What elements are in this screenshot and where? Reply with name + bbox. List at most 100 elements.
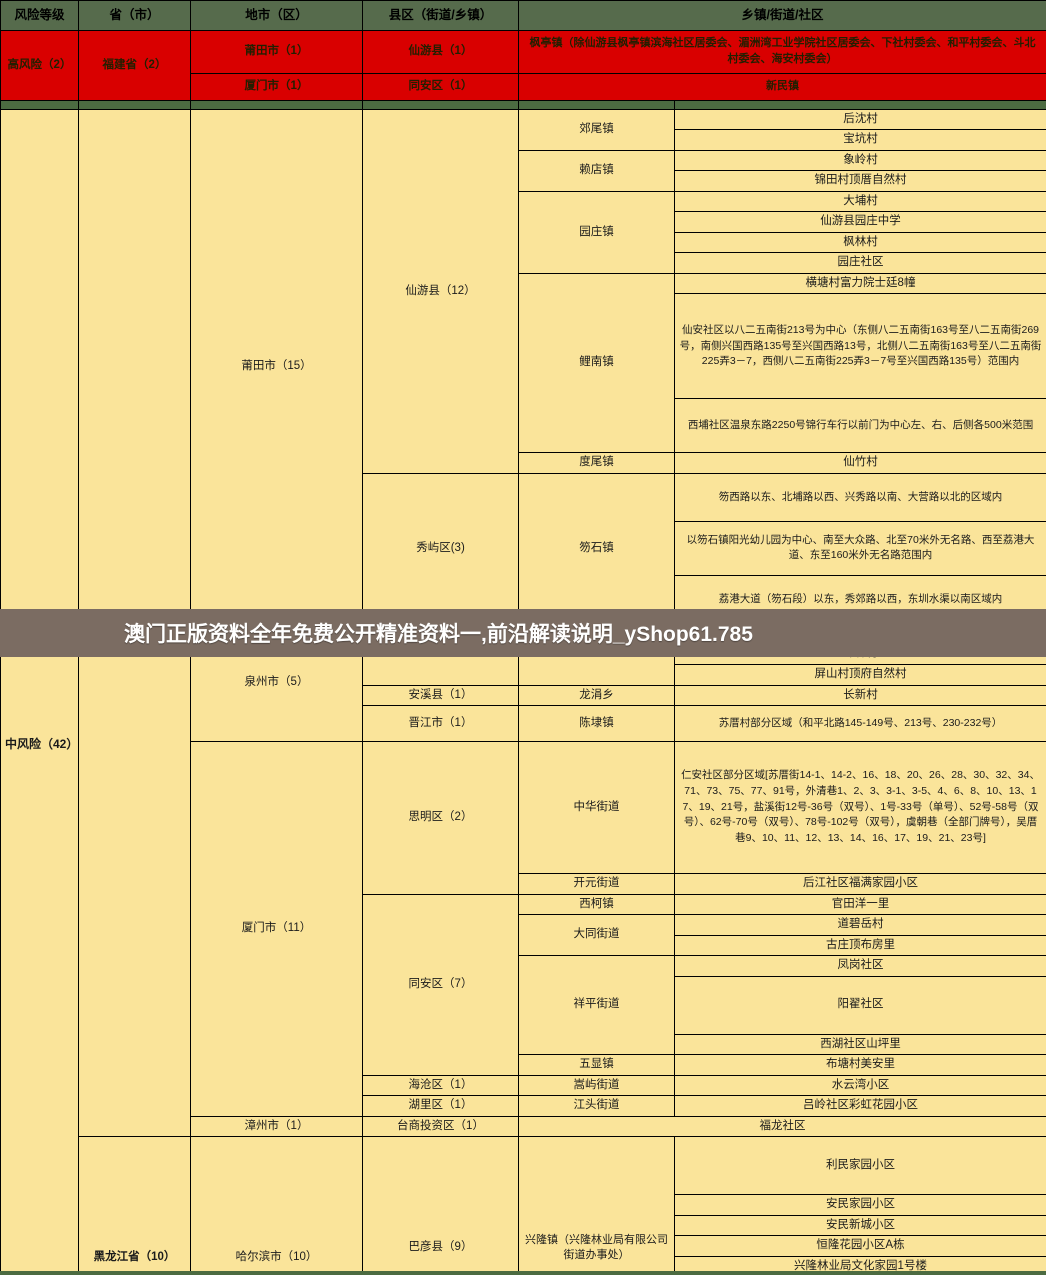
page-bottom-strip: [0, 1271, 1046, 1275]
area-cell: 兴隆林业局文化家园1号楼: [673, 1255, 1046, 1275]
table-row: 厦门市（11） 思明区（2） 中华街道 仁安社区部分区域[苏厝街14-1、14-…: [1, 741, 1046, 1117]
table-row: 祥平街道 凤岗社区: [1, 955, 1046, 1056]
table-row: 漳州市（1） 台商投资区（1） 福龙社区: [1, 1115, 1046, 1138]
area-cell: 官田洋一里: [673, 893, 1046, 916]
area-cell: 枫林村: [673, 231, 1046, 254]
area-cell: 恒隆花园小区A栋: [673, 1235, 1046, 1257]
table-row: 五显镇 布塘村美安里: [1, 1054, 1046, 1076]
city-cell-harbin: 哈尔滨市（10）: [190, 1136, 363, 1275]
town-cell: 郊尾镇: [518, 108, 675, 151]
city-cell-xiamen: 厦门市（11）: [190, 741, 363, 1117]
town-cell: 度尾镇: [518, 452, 675, 474]
area-cell: 仁安社区部分区域[苏厝街14-1、14-2、16、18、20、26、28、30、…: [673, 741, 1046, 875]
county-cell-siming: 思明区（2）: [362, 741, 519, 895]
area-cell: 仙游县园庄中学: [673, 211, 1046, 233]
high-risk-county-cell: 仙游县（1）: [362, 30, 519, 74]
city-cell-putian: 莆田市（15）: [190, 108, 363, 624]
area-cell: 宝坑村: [673, 129, 1046, 151]
town-cell: 园庄镇: [518, 190, 675, 274]
table-row: 屏山村顶府自然村: [1, 664, 1046, 686]
table-row: 中风险（42） 福建省（32） 莆田市（15） 仙游县（12） 郊尾镇 后沈村: [0, 108, 1046, 1275]
town-cell: 五显镇: [518, 1054, 675, 1076]
county-cell-xianyou: 仙游县（12）: [362, 108, 519, 474]
table-row: 安民新城小区: [1, 1214, 1046, 1237]
table-row: 仙安社区以八二五南街213号为中心（东侧八二五南街163号至八二五南街269号，…: [1, 293, 1046, 400]
table-row: 园庄社区: [1, 252, 1046, 274]
table-row: 安民家园小区: [1, 1194, 1046, 1216]
table-row: 以笏石镇阳光幼儿园为中心、南至大众路、北至70米外无名路、西至荔港大道、东至16…: [1, 520, 1046, 576]
table-row: 锦田村顶厝自然村: [1, 170, 1046, 192]
area-cell: 屏山村顶府自然村: [673, 664, 1046, 686]
area-cell: 吕岭社区彩虹花园小区: [673, 1095, 1046, 1117]
table-row: 厦门市（1） 同安区（1） 新民镇: [1, 72, 1046, 101]
area-cell: 阳翟社区: [673, 975, 1046, 1035]
area-cell: 仙竹村: [673, 452, 1046, 474]
area-cell: 利民家园小区: [673, 1136, 1046, 1196]
town-cell: 鲤南镇: [518, 272, 675, 454]
table-row: 黑龙江省（10） 哈尔滨市（10） 巴彦县（9） 兴隆镇（兴隆林业局有限公司街道…: [1, 1136, 1046, 1275]
county-cell-xiuyu: 秀屿区(3): [362, 472, 519, 624]
high-risk-city-cell: 厦门市（1）: [190, 72, 363, 101]
watermark-text: 澳门正版资料全年免费公开精准资料一,前沿解读说明_yShop61.785: [124, 623, 753, 646]
watermark-overlay-banner: 澳门正版资料全年免费公开精准资料一,前沿解读说明_yShop61.785: [0, 609, 1046, 657]
header-township: 乡镇/街道/社区: [517, 0, 1046, 31]
table-row: 度尾镇 仙竹村: [1, 452, 1046, 474]
area-cell: 象岭村: [673, 149, 1046, 172]
header-province: 省（市）: [78, 0, 191, 31]
table-row: 安溪县（1） 龙涓乡 长新村: [1, 684, 1046, 707]
county-cell-tongan: 同安区（7）: [362, 893, 519, 1076]
area-cell: 后沈村: [673, 108, 1046, 131]
area-cell: 凤岗社区: [673, 955, 1046, 977]
table-row: 大同街道 道碧岳村: [1, 914, 1046, 957]
table-row: 西湖社区山坪里: [1, 1033, 1046, 1056]
table-row: 鲤南镇 横塘村富力院士廷8幢: [1, 272, 1046, 454]
area-cell: 福龙社区: [517, 1115, 1046, 1138]
area-cell: 安民新城小区: [673, 1214, 1046, 1237]
town-cell: 赖店镇: [518, 149, 675, 192]
county-cell-taishang: 台商投资区（1）: [362, 1115, 519, 1138]
high-risk-detail-cell: 枫亭镇（除仙游县枫亭镇滨海社区居委会、湄洲湾工业学院社区居委会、下社村委会、和平…: [517, 30, 1046, 74]
table-row: 秀屿区(3) 笏石镇 笏西路以东、北埔路以西、兴秀路以南、大营路以北的区域内: [1, 472, 1046, 624]
header-city: 地市（区）: [190, 0, 363, 31]
town-cell: 笏石镇: [518, 472, 675, 624]
area-cell: 大埔村: [673, 190, 1046, 213]
high-risk-detail-cell: 新民镇: [517, 72, 1046, 101]
area-cell: 道碧岳村: [673, 914, 1046, 936]
town-cell: 江头街道: [518, 1095, 675, 1117]
table-row: 西埔社区温泉东路2250号锦行车行以前门为中心左、右、后侧各500米范围: [1, 398, 1046, 454]
area-cell: 仙安社区以八二五南街213号为中心（东侧八二五南街163号至八二五南街269号，…: [673, 293, 1046, 400]
table-header: 风险等级 省（市） 地市（区） 县区（街道/乡镇） 乡镇/街道/社区: [0, 0, 1046, 31]
table-row: 同安区（7） 西柯镇 官田洋一里: [1, 893, 1046, 1076]
table-row: 仙游县园庄中学: [1, 211, 1046, 233]
town-cell: 龙涓乡: [518, 684, 675, 707]
area-cell: 西湖社区山坪里: [673, 1033, 1046, 1056]
area-cell: 安民家园小区: [673, 1194, 1046, 1216]
table-row: 古庄顶布房里: [1, 934, 1046, 957]
header-county: 县区（街道/乡镇）: [362, 0, 519, 31]
area-cell: 古庄顶布房里: [673, 934, 1046, 957]
table-row: 高风险（2） 福建省（2） 莆田市（1） 仙游县（1） 枫亭镇（除仙游县枫亭镇滨…: [0, 30, 1046, 101]
county-cell-huli: 湖里区（1）: [362, 1095, 519, 1117]
high-risk-province-cell: 福建省（2）: [78, 30, 191, 101]
county-cell-haicang: 海沧区（1）: [362, 1074, 519, 1097]
area-cell: 后江社区福满家园小区: [673, 873, 1046, 895]
table-row: 晋江市（1） 陈埭镇 苏厝村部分区域（和平北路145-149号、213号、230…: [1, 705, 1046, 743]
table-row: 枫林村: [1, 231, 1046, 254]
table-row: 湖里区（1） 江头街道 吕岭社区彩虹花园小区: [1, 1095, 1046, 1117]
high-risk-county-cell: 同安区（1）: [362, 72, 519, 101]
area-cell: 苏厝村部分区域（和平北路145-149号、213号、230-232号）: [673, 705, 1046, 743]
province-cell-heilongjiang: 黑龙江省（10）: [78, 1136, 191, 1275]
city-cell-zhangzhou: 漳州市（1）: [190, 1115, 363, 1138]
county-cell-bayan: 巴彦县（9）: [362, 1136, 519, 1275]
high-risk-city-cell: 莆田市（1）: [190, 30, 363, 74]
table-row: 海沧区（1） 嵩屿街道 水云湾小区: [1, 1074, 1046, 1097]
town-cell: 西柯镇: [518, 893, 675, 916]
medium-risk-section: 中风险（42） 福建省（32） 莆田市（15） 仙游县（12） 郊尾镇 后沈村 …: [0, 108, 1046, 1275]
area-cell: 园庄社区: [673, 252, 1046, 274]
table-row: 园庄镇 大埔村: [1, 190, 1046, 274]
town-cell: 祥平街道: [518, 955, 675, 1056]
town-cell: 大同街道: [518, 914, 675, 957]
town-cell: 陈埭镇: [518, 705, 675, 743]
town-cell: 开元街道: [518, 873, 675, 895]
